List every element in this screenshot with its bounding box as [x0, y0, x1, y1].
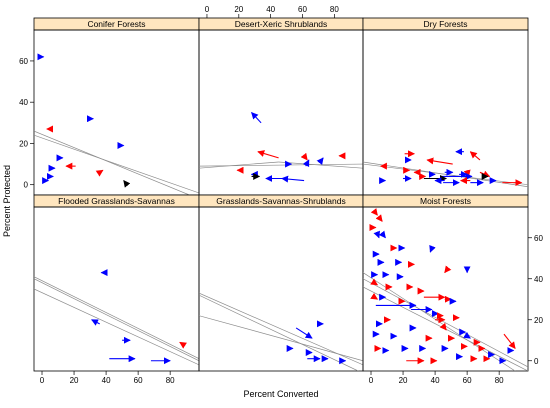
arrow-mark [479, 170, 491, 178]
y-tick-label: 60 [19, 57, 28, 66]
x-tick-label: 40 [102, 376, 111, 385]
x-tick-label: 0 [40, 376, 45, 385]
axes-layer: 0 20 40 60 80 0 20 40 60 80 0 20 40 60 80 0 20 40 60 0 20 40 6… [19, 5, 543, 385]
panel-frame [198, 29, 364, 196]
x-tick-label: 60 [463, 376, 472, 385]
panel-marks [363, 208, 528, 371]
arrow-mark [373, 230, 380, 239]
trend-line [34, 276, 199, 360]
trend-line [199, 315, 363, 362]
panel-4: Grasslands-Savannas-Shrublands [198, 194, 364, 372]
trend-line [34, 278, 199, 362]
panel-2: Dry Forests [362, 17, 529, 196]
x-tick-label: 20 [234, 5, 243, 14]
y-tick-label: 0 [24, 181, 29, 190]
panel-3: Flooded Grasslands-Savannas [33, 194, 200, 372]
x-tick-label: 80 [166, 376, 175, 385]
y-tick-label: 0 [534, 357, 539, 366]
panel-5: Moist Forests [362, 194, 529, 372]
arrow-mark [251, 111, 262, 124]
arrow-mark [123, 180, 131, 188]
arrow-mark [295, 327, 313, 339]
arrow-mark [281, 175, 305, 183]
panel-frame [362, 29, 529, 196]
y-axis-title: Percent Protected [2, 165, 12, 237]
trend-line [34, 288, 199, 366]
y-tick-label: 40 [19, 98, 28, 107]
arrow-mark [91, 319, 100, 326]
arrow-mark [179, 341, 187, 349]
trend-line [34, 130, 190, 195]
arrow-mark [370, 208, 378, 216]
panel-frame [198, 206, 364, 372]
arrow-mark [463, 331, 471, 339]
panel-frame [362, 206, 529, 372]
panel-title: Dry Forests [424, 19, 468, 29]
arrow-mark [439, 322, 447, 331]
arrow-mark [375, 214, 383, 222]
panel-1: Desert-Xeric Shrublands [198, 17, 364, 196]
x-tick-label: 80 [330, 5, 339, 14]
x-tick-label: 60 [134, 376, 143, 385]
arrow-mark [429, 244, 436, 253]
y-tick-label: 60 [534, 234, 543, 243]
panel-title: Flooded Grasslands-Savannas [58, 196, 175, 206]
panel-marks [199, 292, 363, 371]
trend-line [363, 278, 528, 368]
y-tick-label: 20 [19, 139, 28, 148]
panel-0: Conifer Forests [33, 17, 200, 196]
arrow-mark [300, 152, 308, 161]
x-tick-label: 20 [399, 376, 408, 385]
arrow-mark [302, 159, 310, 168]
arrow-mark [316, 157, 324, 166]
panel-title: Conifer Forests [87, 19, 145, 29]
trend-line [34, 134, 199, 194]
arrow-mark [469, 151, 481, 161]
panel-title: Desert-Xeric Shrublands [235, 19, 328, 29]
arrow-mark [426, 157, 453, 165]
x-tick-label: 0 [369, 376, 374, 385]
arrow-mark [95, 169, 104, 177]
panel-marks [199, 111, 363, 183]
x-tick-label: 40 [431, 376, 440, 385]
x-tick-label: 60 [298, 5, 307, 14]
y-tick-label: 20 [534, 316, 543, 325]
panel-frame [33, 29, 200, 196]
trend-line [363, 272, 516, 371]
trend-line [278, 161, 363, 169]
trend-line [199, 163, 363, 167]
arrow-mark [444, 265, 452, 274]
trend-line [199, 161, 279, 169]
trend-line [199, 294, 359, 371]
trend-line [363, 163, 528, 186]
x-tick-label: 80 [495, 376, 504, 385]
arrow-mark [378, 230, 386, 239]
y-tick-label: 40 [534, 275, 543, 284]
panels-layer: Conifer Forests Desert-Xeric Shrublands Dr… [33, 17, 529, 372]
arrow-mark [370, 278, 379, 286]
panel-marks [34, 53, 199, 195]
panel-title: Grasslands-Savannas-Shrublands [216, 196, 345, 206]
panel-marks [34, 269, 199, 366]
arrow-mark [370, 292, 379, 300]
x-tick-label: 40 [266, 5, 275, 14]
x-tick-label: 0 [205, 5, 210, 14]
x-axis-title: Percent Converted [243, 389, 318, 399]
panel-title: Moist Forests [420, 196, 471, 206]
panel-marks [363, 148, 528, 188]
arrow-mark [257, 150, 279, 159]
x-tick-label: 20 [70, 376, 79, 385]
arrow-mark [463, 169, 471, 178]
arrow-mark [503, 333, 516, 350]
